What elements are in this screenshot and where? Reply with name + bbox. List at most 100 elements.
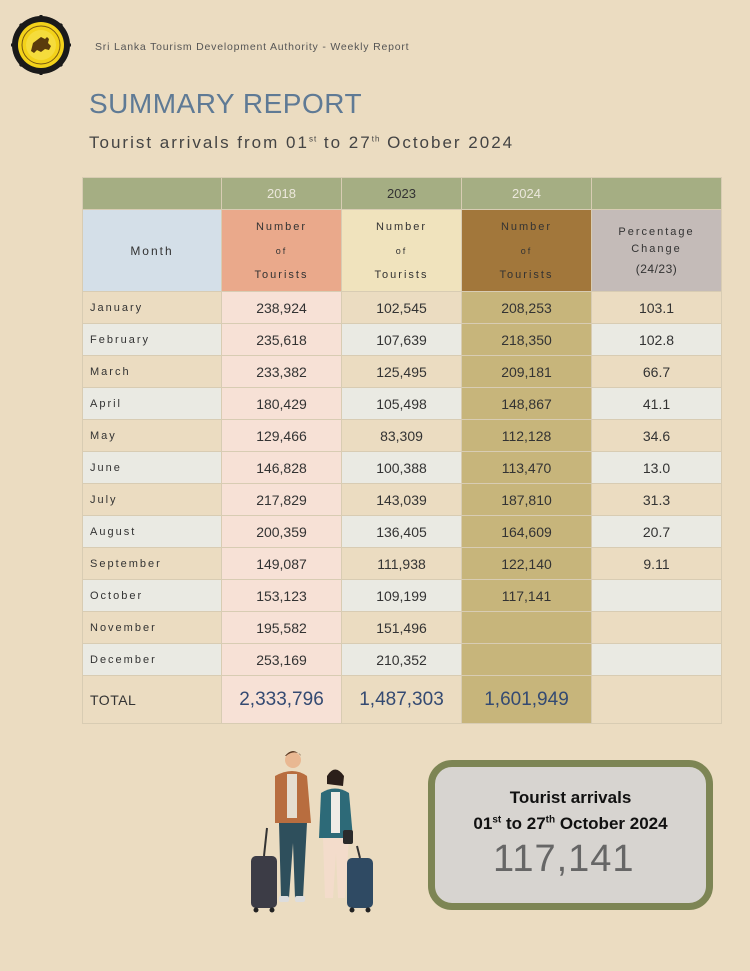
table-row: December 253,169 210,352 (82, 643, 722, 676)
month-cell: February (82, 323, 222, 356)
table-row: April 180,429 105,498 148,867 41.1 (82, 387, 722, 420)
blank-header-cell (82, 177, 222, 210)
value-2024-cell: 148,867 (461, 387, 592, 420)
table-row: February 235,618 107,639 218,350 102.8 (82, 323, 722, 356)
value-2018-cell: 233,382 (221, 355, 342, 388)
value-2023-cell: 125,495 (341, 355, 462, 388)
year-2018-header: 2018 (221, 177, 342, 210)
callout-title: Tourist arrivals (509, 788, 632, 807)
value-2018-cell: 200,359 (221, 515, 342, 548)
value-2024-cell (461, 611, 592, 644)
value-2018-cell: 235,618 (221, 323, 342, 356)
value-2023-cell: 105,498 (341, 387, 462, 420)
value-2018-cell: 180,429 (221, 387, 342, 420)
percentage-change-header: Percentage Change (24/23) (591, 209, 722, 292)
value-2023-cell: 143,039 (341, 483, 462, 516)
year-2024-header: 2024 (461, 177, 592, 210)
value-2024-cell: 208,253 (461, 291, 592, 324)
pct-change-cell: 20.7 (591, 515, 722, 548)
total-2024-cell: 1,601,949 (461, 675, 592, 724)
blank-header-cell (591, 177, 722, 210)
value-2024-cell: 117,141 (461, 579, 592, 612)
total-label: TOTAL (82, 675, 222, 724)
value-2023-cell: 136,405 (341, 515, 462, 548)
month-cell: May (82, 419, 222, 452)
table-row: August 200,359 136,405 164,609 20.7 (82, 515, 722, 548)
callout-date-range: 01st to 27th October 2024 (473, 814, 668, 833)
month-header: Month (82, 209, 222, 292)
pct-change-cell: 34.6 (591, 419, 722, 452)
month-cell: December (82, 643, 222, 676)
report-header: Sri Lanka Tourism Development Authority … (95, 41, 410, 53)
value-2018-cell: 146,828 (221, 451, 342, 484)
month-cell: August (82, 515, 222, 548)
value-2018-cell: 149,087 (221, 547, 342, 580)
table-row: May 129,466 83,309 112,128 34.6 (82, 419, 722, 452)
tourists-2024-header: Number of Tourists (461, 209, 592, 292)
page-title: SUMMARY REPORT (89, 88, 363, 119)
month-cell: January (82, 291, 222, 324)
value-2023-cell: 102,545 (341, 291, 462, 324)
pct-change-cell (591, 611, 722, 644)
lion-emblem-logo (11, 15, 71, 75)
table-row: October 153,123 109,199 117,141 (82, 579, 722, 612)
month-cell: April (82, 387, 222, 420)
month-cell: July (82, 483, 222, 516)
pct-change-cell (591, 643, 722, 676)
value-2023-cell: 210,352 (341, 643, 462, 676)
total-2023-cell: 1,487,303 (341, 675, 462, 724)
value-2024-cell: 187,810 (461, 483, 592, 516)
total-pct-cell (591, 675, 722, 724)
value-2023-cell: 83,309 (341, 419, 462, 452)
arrivals-callout: Tourist arrivals 01st to 27th October 20… (428, 760, 713, 910)
value-2024-cell: 122,140 (461, 547, 592, 580)
value-2024-cell: 164,609 (461, 515, 592, 548)
value-2024-cell: 209,181 (461, 355, 592, 388)
value-2024-cell: 112,128 (461, 419, 592, 452)
value-2024-cell: 113,470 (461, 451, 592, 484)
pct-change-cell: 102.8 (591, 323, 722, 356)
page-subtitle: Tourist arrivals from 01st to 27th Octob… (89, 133, 515, 152)
tourist-arrivals-table: 2018 2023 2024 Month Number of Tourists Nu… (82, 177, 722, 724)
pct-change-cell: 103.1 (591, 291, 722, 324)
tourists-2023-header: Number of Tourists (341, 209, 462, 292)
year-2023-header: 2023 (341, 177, 462, 210)
tourists-2018-header: Number of Tourists (221, 209, 342, 292)
table-row: January 238,924 102,545 208,253 103.1 (82, 291, 722, 324)
month-cell: March (82, 355, 222, 388)
pct-change-cell (591, 579, 722, 612)
pct-change-cell: 41.1 (591, 387, 722, 420)
total-2018-cell: 2,333,796 (221, 675, 342, 724)
value-2023-cell: 151,496 (341, 611, 462, 644)
value-2023-cell: 100,388 (341, 451, 462, 484)
month-cell: November (82, 611, 222, 644)
total-row: TOTAL 2,333,796 1,487,303 1,601,949 (82, 675, 722, 724)
value-2023-cell: 107,639 (341, 323, 462, 356)
column-header-row: Month Number of Tourists Number of Tourists … (82, 209, 722, 292)
value-2018-cell: 195,582 (221, 611, 342, 644)
value-2018-cell: 153,123 (221, 579, 342, 612)
value-2023-cell: 109,199 (341, 579, 462, 612)
value-2018-cell: 253,169 (221, 643, 342, 676)
value-2024-cell (461, 643, 592, 676)
value-2023-cell: 111,938 (341, 547, 462, 580)
month-cell: June (82, 451, 222, 484)
table-row: March 233,382 125,495 209,181 66.7 (82, 355, 722, 388)
month-cell: October (82, 579, 222, 612)
year-header-row: 2018 2023 2024 (82, 177, 722, 210)
value-2024-cell: 218,350 (461, 323, 592, 356)
callout-value: 117,141 (493, 838, 635, 880)
pct-change-cell: 13.0 (591, 451, 722, 484)
pct-change-cell: 66.7 (591, 355, 722, 388)
value-2018-cell: 217,829 (221, 483, 342, 516)
value-2018-cell: 129,466 (221, 419, 342, 452)
pct-change-cell: 9.11 (591, 547, 722, 580)
value-2018-cell: 238,924 (221, 291, 342, 324)
table-row: July 217,829 143,039 187,810 31.3 (82, 483, 722, 516)
travelers-illustration (251, 751, 373, 913)
table-row: September 149,087 111,938 122,140 9.11 (82, 547, 722, 580)
table-row: November 195,582 151,496 (82, 611, 722, 644)
month-cell: September (82, 547, 222, 580)
table-row: June 146,828 100,388 113,470 13.0 (82, 451, 722, 484)
pct-change-cell: 31.3 (591, 483, 722, 516)
